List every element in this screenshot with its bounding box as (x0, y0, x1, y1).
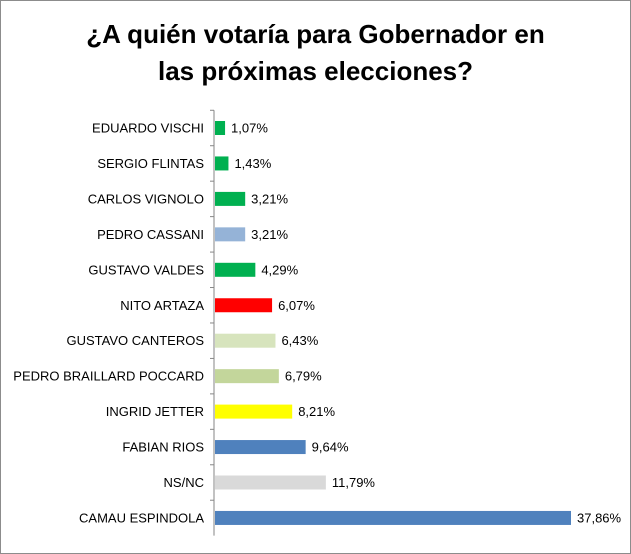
category-label: PEDRO CASSANI (97, 227, 204, 242)
value-label: 6,07% (278, 298, 315, 313)
bar (215, 369, 279, 384)
bar (215, 227, 246, 242)
category-label: PEDRO BRAILLARD POCCARD (13, 369, 204, 384)
chart-title: ¿A quién votaría para Gobernador en las … (0, 16, 631, 90)
bar (215, 404, 293, 419)
category-label: GUSTAVO VALDES (88, 262, 204, 277)
category-label: NITO ARTAZA (120, 298, 204, 313)
value-label: 3,21% (251, 191, 288, 206)
bar (215, 121, 226, 135)
bar (215, 475, 326, 490)
value-label: 8,21% (298, 404, 335, 419)
category-label: GUSTAVO CANTEROS (67, 333, 205, 348)
bar (215, 156, 229, 171)
bar (215, 333, 276, 348)
category-label: CARLOS VIGNOLO (88, 191, 204, 206)
chart-title-line-2: las próximas elecciones? (157, 56, 474, 86)
value-label: 37,86% (577, 510, 622, 525)
value-label: 6,43% (281, 333, 318, 348)
value-label: 4,29% (261, 262, 298, 277)
value-label: 1,43% (234, 156, 271, 171)
bar (215, 262, 256, 277)
bar (215, 440, 306, 455)
value-label: 1,07% (231, 121, 268, 136)
bar (215, 298, 273, 313)
value-label: 6,79% (285, 369, 322, 384)
value-label: 3,21% (251, 227, 288, 242)
category-label: CAMAU ESPINDOLA (79, 510, 204, 525)
category-label: FABIAN RIOS (122, 440, 204, 455)
category-label: SERGIO FLINTAS (97, 156, 204, 171)
bar (215, 191, 246, 206)
category-label: INGRID JETTER (106, 404, 204, 419)
value-label: 9,64% (312, 440, 349, 455)
value-label: 11,79% (332, 475, 376, 490)
category-label: EDUARDO VISCHI (92, 121, 204, 136)
category-label: NS/NC (164, 475, 204, 490)
bar (215, 510, 571, 525)
chart-title-line-1: ¿A quién votaría para Gobernador en (86, 19, 545, 49)
